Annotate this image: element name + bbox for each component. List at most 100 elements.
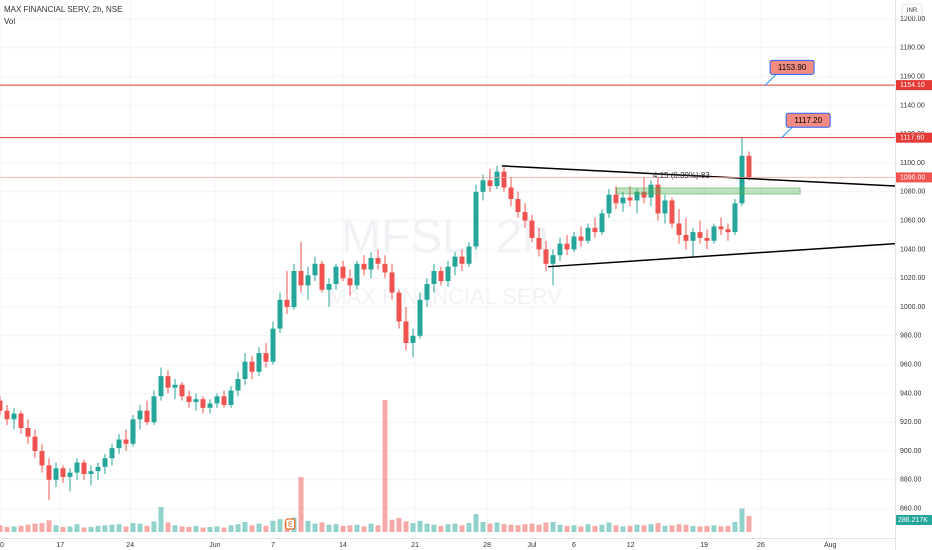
y-tick-label: 1180.00 bbox=[900, 45, 925, 52]
candle-body bbox=[200, 399, 206, 408]
candle-body bbox=[585, 227, 591, 241]
volume-bar bbox=[375, 525, 381, 532]
candle-body bbox=[494, 171, 500, 187]
y-tick-label: 880.00 bbox=[900, 477, 922, 484]
volume-bar bbox=[109, 524, 115, 532]
x-tick-label: Jul bbox=[528, 542, 537, 549]
candle-body bbox=[396, 292, 402, 322]
candle-body bbox=[319, 263, 325, 290]
volume-bar bbox=[179, 526, 185, 532]
candle-body bbox=[641, 191, 647, 198]
candle-body bbox=[676, 223, 682, 236]
candle-body bbox=[305, 275, 311, 286]
volume-bar bbox=[228, 525, 234, 532]
volume-bar bbox=[102, 525, 108, 532]
volume-bar bbox=[445, 524, 451, 532]
currency: INR bbox=[907, 8, 918, 14]
volume-bar bbox=[354, 524, 360, 532]
candle-body bbox=[536, 237, 542, 250]
x-tick-label: 19 bbox=[700, 542, 708, 549]
volume-bar bbox=[81, 527, 87, 532]
measure-box bbox=[616, 187, 801, 195]
volume-bar bbox=[697, 526, 703, 532]
candle-body bbox=[102, 458, 108, 467]
callout-box bbox=[769, 59, 815, 75]
volume-bar bbox=[410, 523, 416, 532]
volume-bar bbox=[368, 523, 374, 532]
candle-body bbox=[284, 299, 290, 308]
candle-body bbox=[179, 384, 185, 397]
candle-body bbox=[487, 180, 493, 187]
volume-bar bbox=[158, 507, 164, 532]
candle-body bbox=[333, 266, 339, 284]
volume-bar bbox=[200, 527, 206, 532]
volume-bar bbox=[571, 525, 577, 532]
x-tick-label: 10 bbox=[0, 542, 4, 549]
candle-body bbox=[578, 236, 584, 241]
candle-body bbox=[193, 399, 199, 403]
volume-bar bbox=[46, 520, 52, 532]
price-label: 1117.60 bbox=[900, 135, 924, 142]
candle-body bbox=[347, 278, 353, 286]
volume-bar bbox=[74, 524, 80, 532]
candle-body bbox=[207, 403, 213, 408]
callout-box bbox=[785, 112, 831, 128]
volume-bar bbox=[641, 525, 647, 532]
volume-bar bbox=[249, 525, 255, 532]
volume-bar bbox=[550, 521, 556, 532]
trendline bbox=[501, 165, 895, 187]
candle-body bbox=[669, 200, 675, 224]
candle-body bbox=[466, 246, 472, 264]
volume-bar bbox=[662, 525, 668, 532]
volume-bar bbox=[361, 526, 367, 532]
candle-body bbox=[291, 271, 297, 308]
candle-body bbox=[144, 410, 150, 423]
candle-body bbox=[424, 283, 430, 300]
y-tick-label: 1040.00 bbox=[900, 246, 925, 253]
volume-bar bbox=[0, 525, 3, 532]
y-tick-label: 900.00 bbox=[900, 448, 922, 455]
volume-bar bbox=[88, 526, 94, 532]
y-tick-label: 1000.00 bbox=[900, 304, 925, 311]
candle-body bbox=[214, 396, 220, 404]
volume-bar bbox=[4, 526, 10, 532]
y-tick-label: 1100.00 bbox=[900, 160, 925, 167]
x-tick-label: 17 bbox=[56, 542, 64, 549]
volume-bar bbox=[746, 516, 752, 532]
volume-bar bbox=[732, 521, 738, 532]
volume-bar bbox=[480, 521, 486, 532]
volume-bar bbox=[585, 524, 591, 532]
volume-bar bbox=[389, 519, 395, 532]
callout-pointer bbox=[764, 73, 778, 86]
candle-body bbox=[480, 180, 486, 192]
candle-body bbox=[690, 232, 696, 241]
price-label-bg bbox=[896, 132, 932, 143]
trendline bbox=[548, 242, 895, 268]
x-tick-label: Jun bbox=[209, 542, 220, 549]
volume-label-bg bbox=[896, 515, 932, 525]
candle-body bbox=[389, 272, 395, 293]
volume-bar bbox=[95, 525, 101, 532]
volume-bar bbox=[522, 524, 528, 532]
volume-bar bbox=[592, 525, 598, 532]
x-tick-label: 7 bbox=[271, 542, 275, 549]
candle-body bbox=[592, 227, 598, 233]
volume-bar bbox=[403, 521, 409, 532]
volume-bar bbox=[543, 522, 549, 532]
candle-body bbox=[186, 396, 192, 403]
candle-body bbox=[627, 197, 633, 201]
candle-body bbox=[515, 199, 521, 212]
volume-bar bbox=[25, 524, 31, 532]
volume-label: 286.217K bbox=[898, 517, 928, 524]
volume-bar bbox=[620, 526, 626, 532]
callout-pointer bbox=[780, 125, 794, 139]
volume-bar bbox=[452, 523, 458, 532]
volume-bar bbox=[473, 514, 479, 532]
volume-bar bbox=[214, 526, 220, 532]
volume-bar bbox=[193, 525, 199, 532]
volume-bar bbox=[711, 525, 717, 532]
volume-bar bbox=[655, 523, 661, 532]
volume-bar bbox=[578, 526, 584, 532]
volume-bar bbox=[242, 521, 248, 532]
candle-body bbox=[683, 235, 689, 241]
